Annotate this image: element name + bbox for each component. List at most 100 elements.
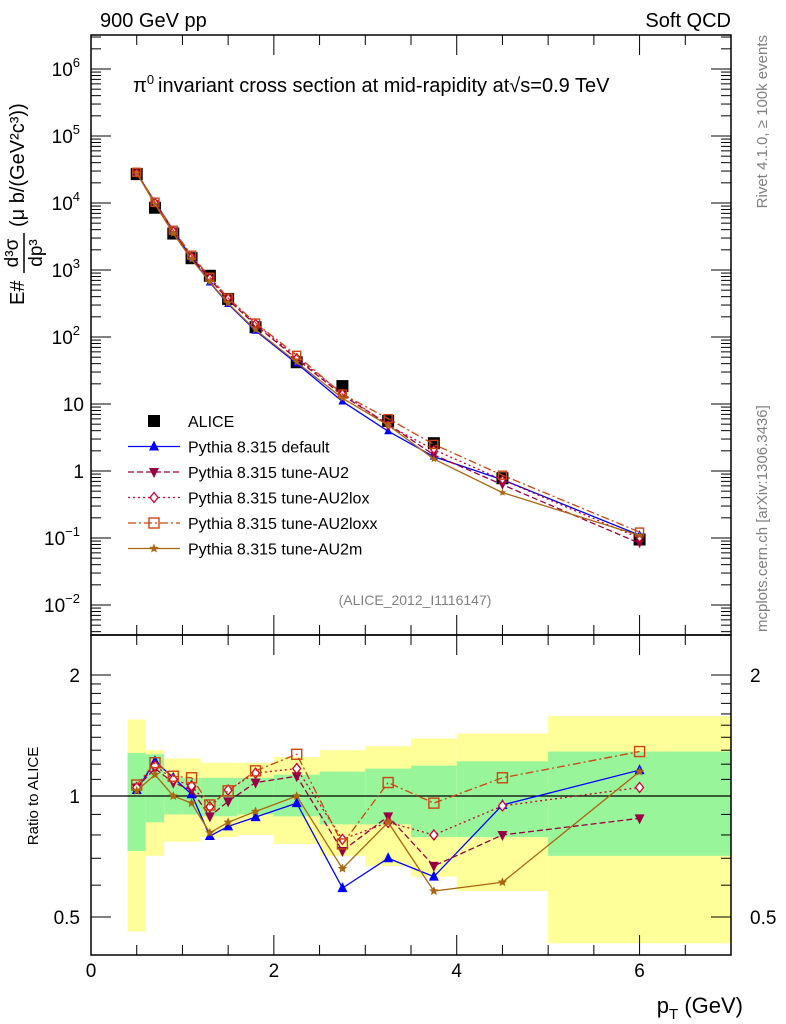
ratio-point-pythia-8-315-tune-au2loxx [291, 748, 303, 760]
y-tick-label: 1 [73, 462, 84, 483]
ratio-point-pythia-8-315-tune-au2 [291, 772, 302, 783]
legend-label: Pythia 8.315 tune-AU2 [188, 465, 349, 482]
side-label-bottom: mcplots.cern.ch [arXiv:1306.3436] [754, 405, 771, 632]
y-label-denominator: dp³ [26, 239, 47, 266]
ratio-point-pythia-8-315-tune-au2loxx [428, 797, 440, 809]
legend-label: Pythia 8.315 tune-AU2m [188, 542, 362, 559]
point-pythia-8-315-tune-au2 [498, 481, 507, 490]
band-stat [319, 771, 366, 825]
ratio-point-pythia-8-315-tune-au2 [250, 778, 261, 789]
y-tick-label: 105 [52, 122, 80, 148]
ratio-point-pythia-8-315-default [250, 811, 261, 822]
line-pythia-8-315-tune-au2 [136, 172, 640, 544]
legend-label: Pythia 8.315 default [188, 440, 330, 457]
point-pythia-8-315-tune-au2m [292, 358, 301, 366]
ratio-point-pythia-8-315-tune-au2lox [634, 781, 645, 794]
ratio-point-pythia-8-315-default [291, 797, 302, 808]
ratio-point-pythia-8-315-default [223, 820, 234, 831]
ratio-point-pythia-8-315-tune-au2m [150, 769, 160, 779]
point-pythia-8-315-tune-au2m [430, 455, 438, 463]
y-label-numerator: d³σ [2, 238, 23, 267]
y-tick-label: 104 [52, 189, 80, 215]
ratio-point-pythia-8-315-default [204, 830, 215, 841]
ratio-point-pythia-8-315-tune-au2loxx [249, 765, 262, 777]
ratio-point-pythia-8-315-tune-au2m [250, 806, 261, 816]
point-pythia-8-315-tune-au2loxx [132, 167, 142, 177]
point-pythia-8-315-tune-au2loxx [150, 197, 160, 207]
ratio-point-pythia-8-315-default [428, 870, 439, 881]
ratio-point-pythia-8-315-tune-au2m [223, 817, 233, 827]
watermark: (ALICE_2012_I1116147) [339, 592, 492, 608]
x-tick-label: 6 [634, 961, 645, 982]
ratio-y-tick-label-right: 0.5 [750, 908, 776, 929]
y-tick-label: 103 [52, 256, 80, 282]
ratio-series [131, 745, 646, 896]
alice-data-point [336, 380, 349, 393]
ratio-point-pythia-8-315-tune-au2loxx [382, 776, 394, 789]
ratio-point-pythia-8-315-tune-au2m [186, 798, 197, 808]
ratio-point-pythia-8-315-tune-au2loxx [204, 799, 216, 811]
ratio-point-pythia-8-315-tune-au2m [634, 766, 645, 776]
ratio-y-tick-label: 1 [69, 787, 80, 808]
point-pythia-8-315-tune-au2m [498, 488, 507, 496]
ratio-bands [127, 716, 731, 944]
x-tick-label: 0 [86, 961, 97, 982]
ratio-y-tick-label: 2 [69, 666, 80, 687]
point-pythia-8-315-tune-au2m [224, 299, 232, 307]
legend-marker [149, 468, 159, 478]
point-pythia-8-315-tune-au2m [187, 255, 196, 263]
ratio-point-pythia-8-315-tune-au2lox [291, 762, 302, 775]
ratio-point-pythia-8-315-tune-au2loxx [496, 772, 509, 784]
legend-marker [148, 517, 160, 529]
y-axis-label-main: E# d³σ dp³ (μ b/(GeV²c³)) [2, 103, 47, 305]
y-tick-label: 10−1 [44, 524, 80, 550]
legend-marker-alice [148, 415, 160, 427]
band-stat [219, 777, 238, 817]
legend-label-alice: ALICE [188, 414, 234, 431]
point-pythia-8-315-tune-au2m [169, 229, 178, 237]
ratio-point-pythia-8-315-default [383, 852, 394, 863]
ratio-point-pythia-8-315-tune-au2loxx [336, 838, 349, 850]
point-pythia-8-315-default [338, 396, 347, 405]
point-pythia-8-315-tune-au2 [635, 540, 644, 549]
legend-label: Pythia 8.315 tune-AU2lox [188, 491, 369, 508]
line-pythia-8-315-tune-au2lox [136, 172, 640, 539]
ratio-point-pythia-8-315-tune-au2 [223, 797, 234, 808]
top-right-label: Soft QCD [645, 10, 731, 32]
ratio-y-tick-label-right: 2 [750, 666, 761, 687]
y-tick-label: 102 [52, 323, 80, 349]
point-pythia-8-315-tune-au2m [132, 169, 141, 177]
point-pythia-8-315-tune-au2m [151, 200, 159, 208]
point-pythia-8-315-tune-au2loxx [497, 470, 508, 480]
main-series [130, 167, 646, 549]
chart-title: π0 invariant cross section at mid-rapidit… [133, 72, 610, 97]
y-label-units: (μ b/(GeV²c³)) [7, 103, 29, 227]
ratio-point-pythia-8-315-tune-au2 [634, 814, 645, 825]
ratio-point-pythia-8-315-tune-au2m [337, 863, 348, 873]
ratio-point-pythia-8-315-tune-au2m [383, 817, 393, 827]
legend: ALICE Pythia 8.315 default Pythia 8.315 tu… [128, 414, 377, 559]
ratio-point-pythia-8-315-tune-au2m [132, 785, 142, 795]
y-tick-label: 10−2 [44, 591, 80, 617]
x-tick-label: 4 [451, 961, 462, 982]
side-label-top: Rivet 4.1.0, ≥ 100k events [754, 35, 771, 208]
x-tick-label: 2 [269, 961, 280, 982]
point-pythia-8-315-tune-au2loxx [429, 439, 439, 450]
ratio-point-pythia-8-315-tune-au2 [497, 830, 508, 841]
legend-marker [149, 440, 159, 451]
ratio-point-pythia-8-315-tune-au2loxx [185, 772, 198, 784]
point-pythia-8-315-tune-au2m [384, 421, 392, 429]
ratio-point-pythia-8-315-tune-au2lox [497, 799, 508, 812]
top-left-label: 900 GeV pp [100, 10, 207, 32]
ratio-point-pythia-8-315-tune-au2loxx [633, 745, 646, 758]
y-tick-label: 106 [52, 55, 80, 81]
y-label-lhs: E# [7, 280, 29, 305]
ratio-line-pythia-8-315-tune-au2loxx [136, 750, 640, 846]
ratio-point-pythia-8-315-tune-au2 [428, 861, 439, 872]
ratio-point-pythia-8-315-tune-au2lox [429, 828, 439, 841]
point-pythia-8-315-tune-au2m [251, 325, 260, 333]
ratio-point-pythia-8-315-tune-au2 [204, 812, 215, 823]
ratio-point-pythia-8-315-tune-au2m [429, 886, 439, 896]
